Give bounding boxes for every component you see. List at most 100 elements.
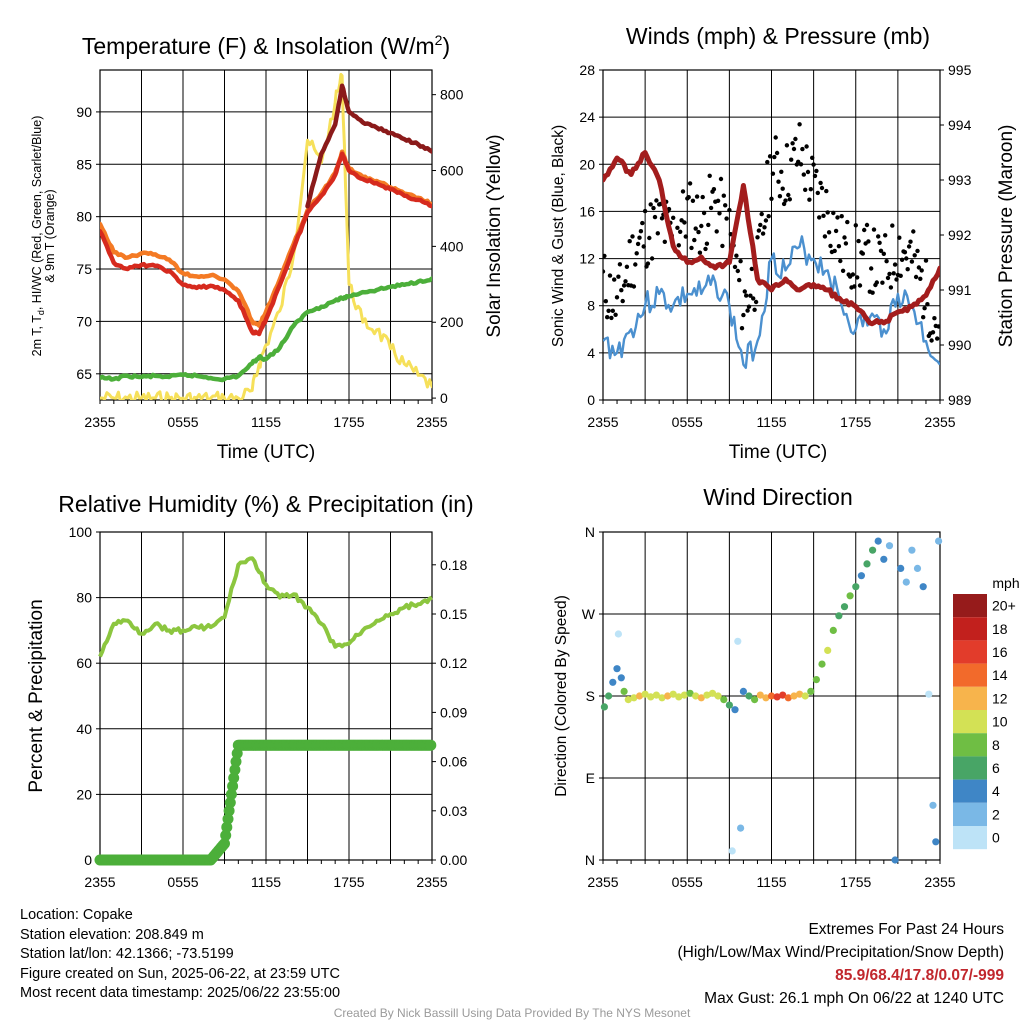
direction-point: [925, 690, 933, 698]
direction-point: [779, 691, 787, 699]
gust-dot: [631, 284, 637, 289]
plot-frame: [602, 69, 941, 401]
gust-dot: [696, 229, 701, 235]
colorbar-cell: [953, 779, 987, 803]
gust-dot: [807, 197, 812, 202]
direction-point: [796, 690, 804, 698]
direction-point: [613, 665, 621, 673]
gust-dot: [800, 146, 805, 152]
gust-dot: [762, 225, 767, 230]
gust-dot: [607, 273, 613, 278]
series-line-4: [100, 72, 432, 400]
gust-dot: [918, 276, 923, 281]
gust-dot: [769, 196, 774, 201]
gust-dot: [751, 296, 756, 301]
x-tick-label: 0555: [167, 874, 198, 890]
gust-dot: [659, 216, 665, 221]
gust-dot: [787, 197, 792, 202]
gust-dot: [627, 239, 632, 244]
gust-dot: [855, 275, 860, 280]
colorbar-label: 18: [992, 621, 1008, 637]
direction-point: [686, 689, 694, 697]
gust-dot: [878, 248, 884, 253]
direction-point: [801, 692, 809, 700]
gust-dot: [892, 262, 898, 267]
gust-dot: [746, 304, 752, 309]
gust-dot: [638, 229, 644, 234]
series-line-3: [100, 276, 432, 383]
x-axis-label: Time (UTC): [217, 442, 316, 463]
direction-point: [762, 694, 770, 702]
gust-dot: [770, 171, 776, 176]
y2-tick-label: 0.03: [440, 803, 467, 819]
gust-dot: [898, 273, 903, 278]
gust-dot: [662, 239, 667, 244]
gust-dot: [741, 312, 746, 318]
y2-tick-label: 600: [440, 163, 464, 179]
y-tick-label: 65: [76, 366, 92, 382]
gust-dot: [819, 185, 825, 191]
title-close: ): [442, 33, 450, 59]
gust-dot: [759, 211, 764, 217]
gust-dot: [791, 146, 797, 152]
y2-tick-label: 0: [440, 390, 448, 406]
y-tick-label: 8: [587, 298, 595, 314]
direction-point: [773, 693, 781, 701]
gust-dot: [766, 214, 771, 219]
gust-dot: [694, 194, 700, 199]
gust-dot: [789, 157, 794, 162]
plot-frame: [602, 531, 941, 861]
gust-dot: [723, 203, 728, 208]
y-tick-label: 28: [579, 62, 595, 78]
gust-dot: [732, 264, 738, 270]
gust-dot: [760, 231, 766, 236]
credit-text: Created By Nick Bassill Using Data Provi…: [333, 1006, 691, 1020]
y-tick-label: E: [586, 770, 595, 786]
gust-dot: [921, 315, 926, 320]
colorbar-cell: [953, 663, 987, 687]
gust-dot: [613, 312, 618, 317]
gust-dot: [735, 268, 740, 274]
direction-point: [891, 856, 899, 864]
colorbar-cell: [953, 826, 987, 850]
gust-dot: [711, 187, 717, 192]
colorbar-label: 16: [992, 644, 1008, 660]
gust-dot: [609, 315, 614, 321]
gust-dot: [623, 279, 628, 284]
gust-dot: [857, 283, 863, 288]
precip-dot: [425, 739, 437, 751]
x-tick-label: 2355: [416, 414, 447, 430]
gust-dot: [814, 168, 819, 174]
y-tick-label: 80: [76, 209, 92, 225]
gust-dot: [860, 251, 865, 256]
precip-dot: [229, 764, 241, 776]
gust-dot: [793, 136, 798, 142]
gust-dot: [774, 150, 780, 156]
series-line-2: [305, 83, 432, 209]
x-tick-label: 0555: [672, 874, 703, 890]
direction-point: [664, 692, 672, 700]
gust-dot: [916, 265, 922, 270]
gust-dot: [689, 245, 694, 251]
precip-dot: [224, 797, 236, 809]
colorbar-cell: [953, 802, 987, 826]
gust-dot: [678, 229, 683, 234]
gust-dot: [758, 222, 763, 228]
gust-dot: [781, 201, 787, 207]
gust-dot: [692, 237, 697, 243]
gust-dot: [772, 154, 777, 160]
x-tick-label: 1155: [251, 874, 281, 890]
gust-dot: [923, 258, 929, 263]
direction-point: [840, 603, 849, 611]
gust-dot: [748, 293, 753, 298]
direction-point: [675, 693, 683, 701]
y2-tick-label: 0.18: [440, 557, 467, 573]
direction-point: [908, 546, 916, 554]
gust-dot: [908, 239, 913, 244]
direction-point: [731, 706, 739, 714]
gust-dot: [763, 218, 769, 223]
panel-title: Winds (mph) & Pressure (mb): [626, 23, 930, 49]
direction-point: [605, 692, 613, 700]
direction-point: [652, 691, 661, 699]
temperature-series-group: [100, 72, 432, 400]
